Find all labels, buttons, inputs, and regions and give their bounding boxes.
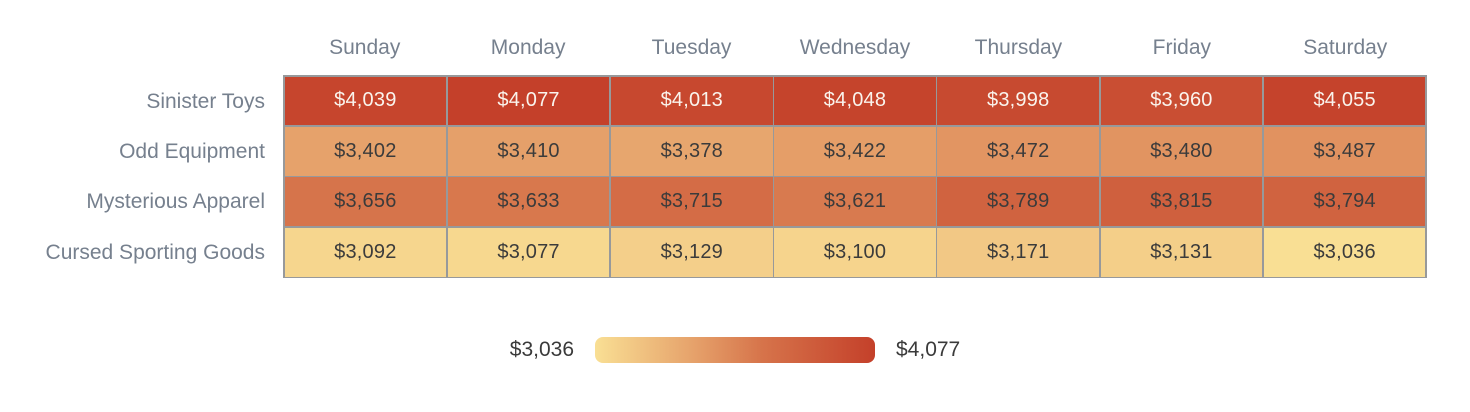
column-header: Friday [1152, 36, 1212, 59]
column-header: Saturday [1303, 36, 1388, 59]
row-labels: Sinister Toys Odd Equipment Mysterious App… [0, 75, 283, 278]
column-header: Monday [490, 36, 566, 59]
heatmap-cell: $3,998 [937, 76, 1100, 126]
heatmap-cell: $4,039 [284, 76, 447, 126]
heatmap-cell: $4,048 [774, 76, 936, 126]
heatmap-cell: $3,472 [937, 126, 1100, 176]
heatmap-cell: $3,410 [447, 126, 610, 176]
row-label: Odd Equipment [119, 140, 265, 164]
heatmap-cell: $4,055 [1263, 76, 1426, 126]
legend-min-label: $3,036 [509, 338, 574, 362]
heatmap-grid: $4,039 $4,077 $4,013 $4,048 $3,998 $3,960 $4,0… [283, 75, 1427, 279]
column-header: Wednesday [799, 36, 911, 59]
right-spacer [1427, 75, 1470, 278]
color-legend: $3,036 $4,077 [0, 337, 1470, 364]
heatmap-cell: $4,077 [447, 76, 610, 126]
heatmap-cell: $3,656 [284, 177, 447, 227]
column-headers-row: Sunday Monday Tuesday Wednesday Thursday Frid… [0, 0, 1470, 75]
heatmap-cell: $3,100 [774, 227, 936, 277]
heatmap-cell: $3,815 [1100, 177, 1263, 227]
heatmap-cell: $3,715 [610, 177, 773, 227]
heatmap-cell: $3,480 [1100, 126, 1263, 176]
heatmap-cell: $3,131 [1100, 227, 1263, 277]
legend-max-label: $4,077 [896, 338, 961, 362]
row-label: Sinister Toys [146, 89, 265, 113]
column-header: Sunday [329, 36, 401, 59]
column-header: Tuesday [651, 36, 732, 59]
heatmap-cell: $3,092 [284, 227, 447, 277]
legend-gradient-bar [595, 337, 875, 364]
heatmap-cell: $3,621 [774, 177, 936, 227]
heatmap-body: Sinister Toys Odd Equipment Mysterious App… [0, 75, 1470, 279]
heatmap-cell: $3,794 [1263, 177, 1426, 227]
heatmap-cell: $3,633 [447, 177, 610, 227]
heatmap-cell: $3,422 [774, 126, 936, 176]
heatmap-cell: $4,013 [610, 76, 773, 126]
heatmap-cell: $3,960 [1100, 76, 1263, 126]
column-header: Thursday [974, 36, 1063, 59]
row-label: Mysterious Apparel [86, 190, 265, 214]
heatmap-cell: $3,378 [610, 126, 773, 176]
heatmap-cell: $3,171 [937, 227, 1100, 277]
heatmap-cell: $3,487 [1263, 126, 1426, 176]
heatmap-cell: $3,077 [447, 227, 610, 277]
heatmap-cell: $3,789 [937, 177, 1100, 227]
heatmap-cell: $3,402 [284, 126, 447, 176]
heatmap-cell: $3,036 [1263, 227, 1426, 277]
heatmap-cell: $3,129 [610, 227, 773, 277]
column-headers: Sunday Monday Tuesday Wednesday Thursday Frid… [283, 36, 1427, 75]
row-label: Cursed Sporting Goods [45, 240, 265, 264]
